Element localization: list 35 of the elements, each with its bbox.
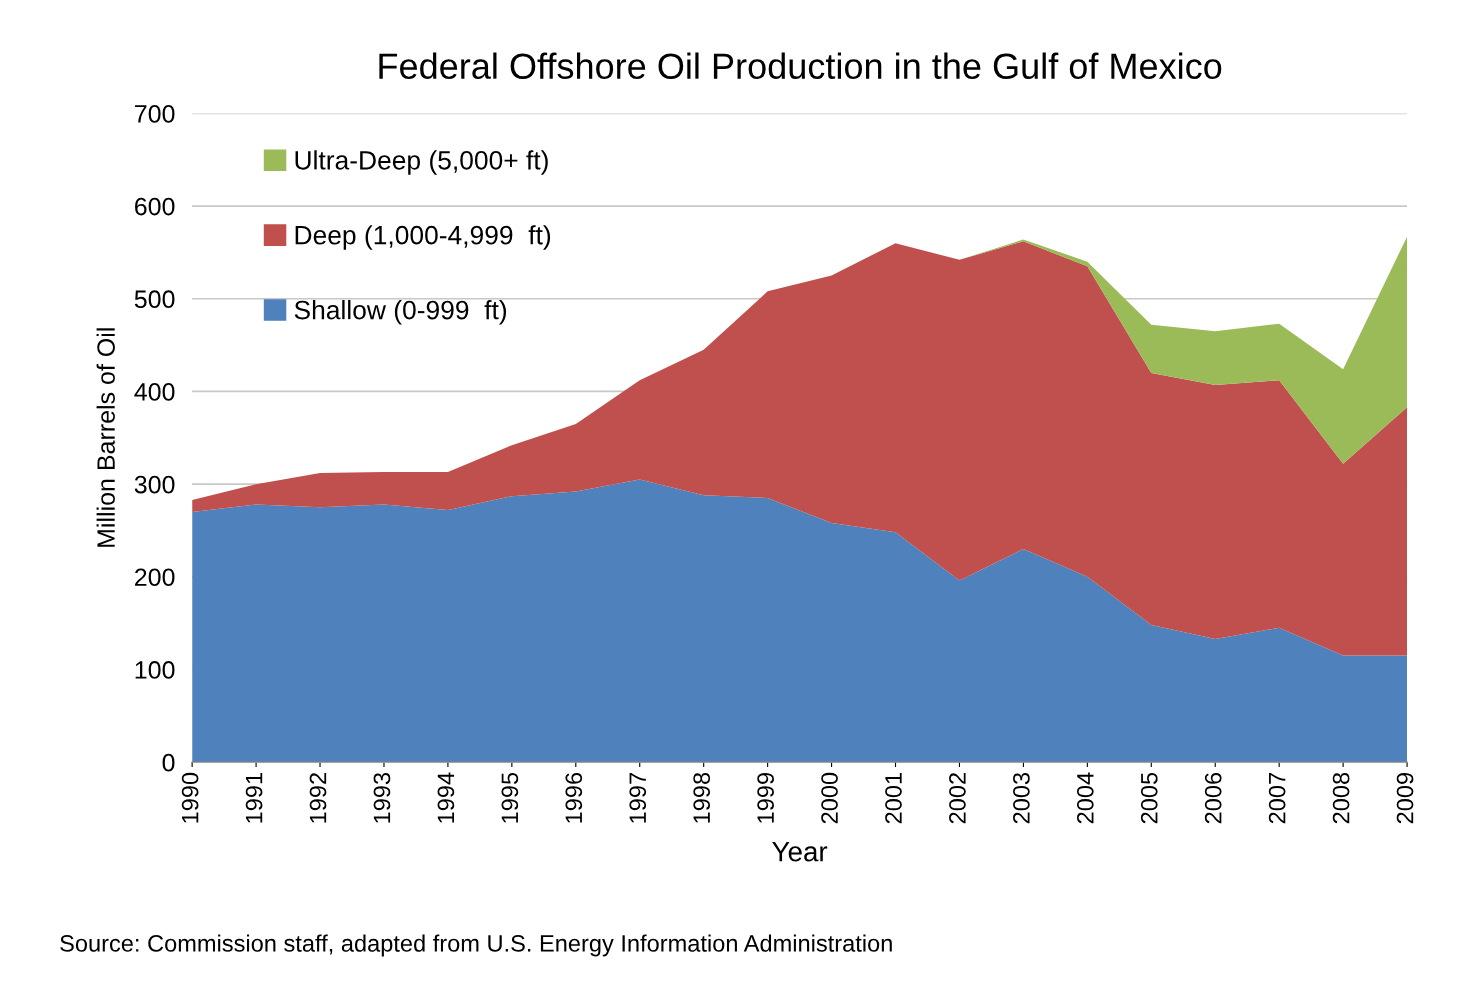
- x-tick-label: 2005: [1140, 772, 1158, 824]
- x-tick-label: 1999: [757, 773, 774, 823]
- y-tick-label: 400: [134, 383, 175, 401]
- y-tick-label: 700: [135, 104, 175, 123]
- x-tick-label: 1994: [437, 772, 455, 823]
- x-tick-label: 1996: [565, 772, 583, 823]
- y-axis-title: Million Barrels of Oil: [96, 328, 115, 547]
- x-tick-label: 1997: [629, 773, 647, 823]
- x-tick-label: 2001: [885, 773, 902, 824]
- x-tick-label: 2007: [1268, 773, 1286, 824]
- x-tick-label: 2002: [949, 773, 966, 824]
- y-tick-label: 500: [134, 290, 175, 309]
- x-tick-label: 1995: [501, 772, 519, 823]
- x-tick-label: 2004: [1076, 772, 1094, 824]
- legend-label: Deep (1,000-4,999 ft): [295, 225, 551, 250]
- legend-label: Ultra-Deep (5,000+ ft): [295, 150, 548, 175]
- legend-label: Shallow (0-999 ft): [294, 300, 507, 325]
- chart-title: Federal Offshore Oil Production in the Gulf of Mexico: [379, 52, 1222, 80]
- x-tick-label: 1991: [245, 773, 263, 823]
- y-tick-label: 0: [162, 753, 175, 772]
- x-tick-label: 2000: [821, 772, 838, 824]
- x-tick-label: 2003: [1013, 772, 1030, 824]
- x-tick-label: 2006: [1204, 772, 1222, 824]
- x-tick-label: 2008: [1332, 772, 1350, 824]
- y-tick-label: 200: [135, 568, 175, 587]
- y-tick-label: 300: [134, 475, 175, 494]
- x-tick-label: 1992: [309, 773, 327, 823]
- x-tick-label: 1990: [181, 772, 199, 823]
- x-tick-label: 2009: [1396, 773, 1414, 824]
- y-tick-label: 600: [135, 197, 175, 216]
- source-note: Source: Commission staff, adapted from U.S. Energy Information Administration: [60, 934, 892, 957]
- x-tick-label: 1998: [693, 772, 711, 823]
- x-tick-label: 1993: [373, 772, 391, 823]
- y-tick-label: 100: [135, 661, 175, 679]
- x-axis-title: Year: [772, 842, 828, 862]
